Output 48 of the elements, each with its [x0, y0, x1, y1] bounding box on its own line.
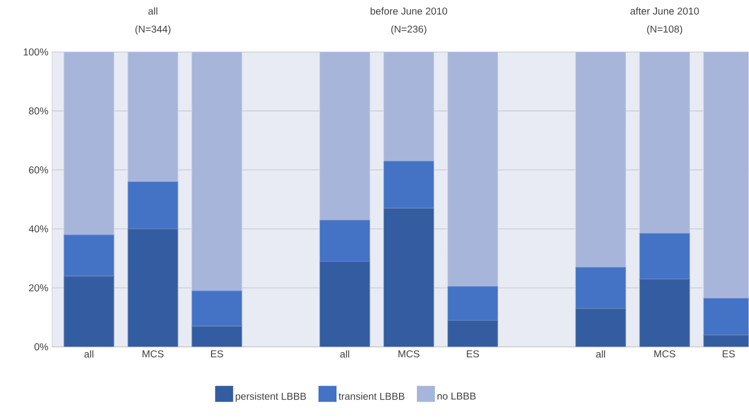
bar [384, 52, 434, 162]
x-tick-label: all [596, 350, 605, 358]
bar [192, 52, 242, 292]
x-tick-label: ES [722, 350, 735, 358]
bar [64, 234, 114, 276]
bar [575, 308, 626, 347]
bar [447, 320, 498, 347]
bar [64, 276, 114, 347]
text: (N=236) [391, 25, 426, 35]
text: all [148, 7, 158, 15]
bar [192, 326, 242, 347]
bar [320, 52, 370, 220]
legend-label: persistent LBBB [236, 392, 306, 402]
bar [639, 278, 690, 347]
bar [384, 160, 434, 209]
text: (N=344) [135, 25, 170, 35]
bar [639, 52, 690, 234]
x-tick-label: all [340, 350, 350, 358]
text: (N=108) [647, 25, 682, 35]
y-tick-label: 100% [24, 48, 48, 56]
bar [64, 52, 114, 236]
bar [192, 290, 242, 327]
x-tick-label: all [84, 350, 94, 358]
y-tick-label: 60% [29, 166, 48, 174]
legend-label: transient LBBB [338, 392, 404, 400]
bar [639, 233, 690, 280]
text: after June 2010 [630, 7, 699, 15]
y-tick-label: 80% [28, 108, 48, 115]
bar [128, 52, 178, 182]
bar [447, 52, 498, 287]
x-tick-label: ES [466, 350, 479, 358]
bar [575, 267, 626, 309]
y-tick-label: 40% [28, 225, 48, 232]
bar [384, 208, 434, 347]
bar [128, 228, 178, 347]
legend-label: no LBBB [438, 392, 476, 400]
bar [320, 220, 370, 262]
x-tick-label: MCS [142, 350, 164, 358]
x-tick-label: MCS [398, 350, 420, 358]
bar [128, 182, 178, 230]
text: before June 2010 [370, 7, 448, 15]
x-tick-label: MCS [654, 350, 676, 358]
x-tick-label: ES [211, 350, 224, 358]
y-tick-label: 20% [29, 284, 48, 292]
y-tick-label: 0% [34, 343, 48, 350]
bar [320, 261, 370, 347]
bar [447, 286, 498, 321]
bar [575, 52, 626, 268]
